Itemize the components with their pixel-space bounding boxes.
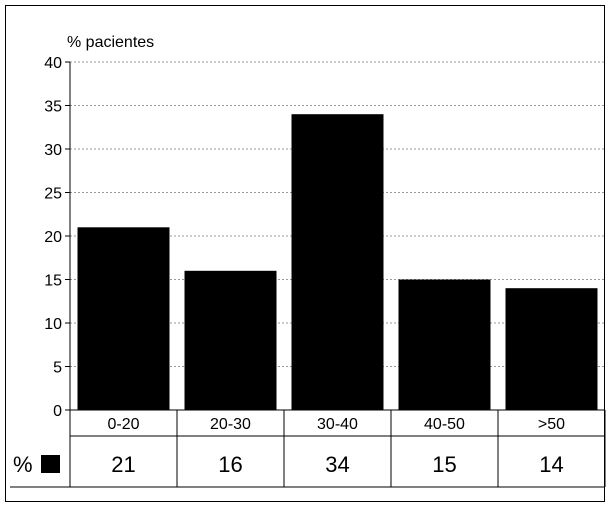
legend-label: % [13, 452, 33, 477]
bar--50 [505, 288, 598, 410]
y-tick-label: 40 [44, 55, 62, 72]
x-tick-label: 0-20 [107, 416, 139, 433]
y-tick-label: 35 [44, 99, 62, 116]
y-tick-label: 10 [44, 316, 62, 333]
bars [77, 114, 598, 410]
x-tick-label: 20-30 [210, 416, 251, 433]
x-tick-label: >50 [538, 416, 565, 433]
bar-30-40 [291, 114, 384, 410]
bar-20-30 [184, 270, 277, 410]
chart-frame [5, 5, 605, 502]
y-tick-label: 5 [53, 360, 62, 377]
x-tick-label: 40-50 [424, 416, 465, 433]
y-tick-label: 20 [44, 229, 62, 246]
data-label: 34 [325, 452, 349, 477]
bar-0-20 [77, 227, 170, 410]
legend-key-swatch [41, 455, 60, 473]
data-label: 16 [218, 452, 242, 477]
data-label: 14 [539, 452, 563, 477]
y-tick-label: 0 [53, 403, 62, 420]
y-tick-label: 30 [44, 142, 62, 159]
y-axis-label: % pacientes [67, 34, 154, 51]
y-tick-label: 15 [44, 273, 62, 290]
data-table: 0-20 20-30 30-40 40-50 >50 21 16 34 15 14% [10, 410, 606, 488]
data-label: 15 [432, 452, 456, 477]
data-label: 21 [111, 452, 135, 477]
x-tick-label: 30-40 [317, 416, 358, 433]
axes [65, 61, 605, 411]
y-tick-labels: 0 5 10 15 20 25 30 35 40 [44, 55, 62, 420]
y-tick-label: 25 [44, 186, 62, 203]
bar-40-50 [398, 279, 491, 410]
